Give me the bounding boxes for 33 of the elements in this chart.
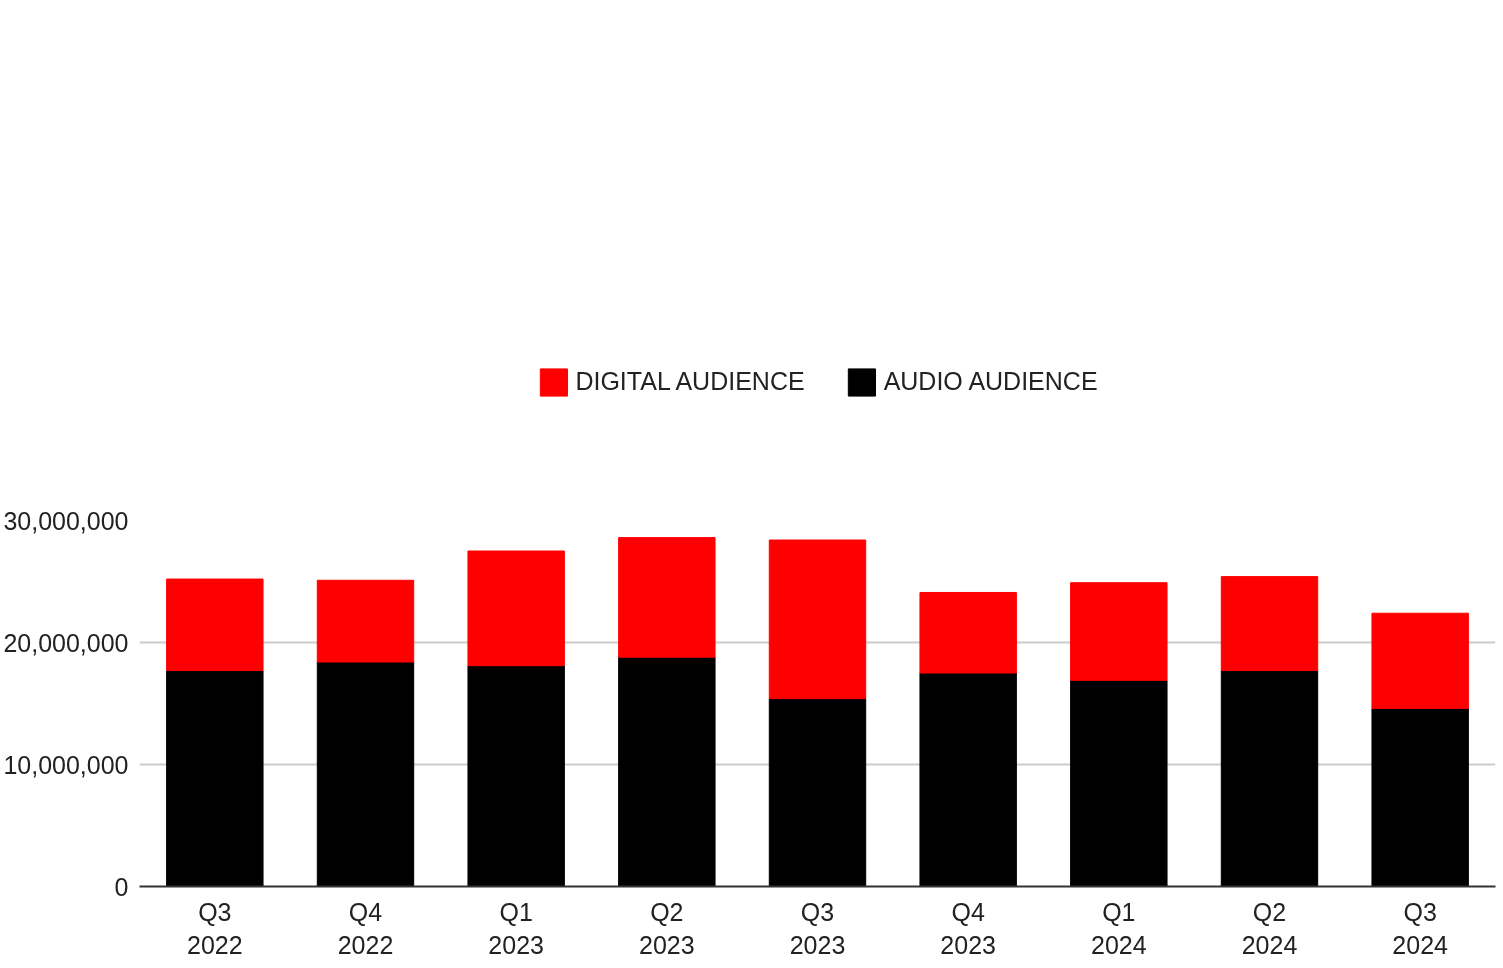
bar xyxy=(1371,707,1469,887)
x-tick-label: Q4 2022 xyxy=(337,897,394,960)
legend-label: DIGITAL AUDIENCE xyxy=(575,367,805,396)
x-tick-label: Q1 2024 xyxy=(1091,897,1147,960)
x-tick-label: Q2 2024 xyxy=(1241,897,1298,960)
bar xyxy=(1070,582,1168,681)
y-tick-label: 20,000,000 xyxy=(3,628,129,657)
bar xyxy=(618,656,716,887)
bar xyxy=(316,579,415,663)
x-tick-label: Q3 2023 xyxy=(789,897,846,960)
bar xyxy=(166,578,264,672)
bar xyxy=(768,539,867,700)
bar xyxy=(618,537,716,658)
bar xyxy=(768,698,867,887)
y-tick-label: 0 xyxy=(114,872,129,901)
bar xyxy=(467,550,565,667)
x-tick-label: Q3 2022 xyxy=(187,897,243,960)
x-tick-label: Q2 2023 xyxy=(639,897,695,960)
bar xyxy=(919,672,1017,887)
bar xyxy=(166,670,264,887)
bar xyxy=(919,591,1017,674)
y-tick-label: 10,000,000 xyxy=(3,750,129,779)
y-tick-label: 30,000,000 xyxy=(3,506,129,535)
x-tick-label: Q4 2023 xyxy=(940,897,996,960)
legend-label: AUDIO AUDIENCE xyxy=(883,367,1098,396)
x-tick-label: Q3 2024 xyxy=(1392,897,1449,960)
bar xyxy=(1070,679,1168,887)
bar xyxy=(467,665,565,887)
x-tick-label: Q1 2023 xyxy=(488,897,544,960)
bar xyxy=(1220,670,1319,887)
bar xyxy=(1371,612,1469,709)
bar xyxy=(316,661,415,887)
bar xyxy=(1220,576,1319,672)
